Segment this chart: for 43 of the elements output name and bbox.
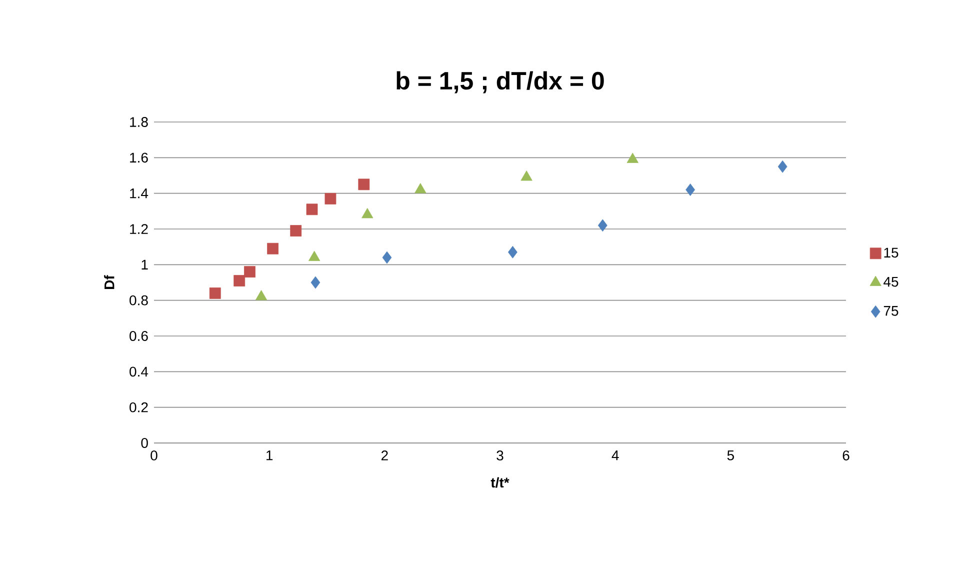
point bbox=[255, 290, 268, 300]
y-tick-label: 0.4 bbox=[130, 366, 148, 377]
legend-label: 15 bbox=[884, 248, 898, 258]
point bbox=[686, 184, 696, 196]
legend-label: 75 bbox=[884, 306, 898, 316]
point bbox=[362, 208, 374, 218]
point bbox=[324, 192, 336, 204]
point bbox=[598, 219, 608, 232]
y-tick-label: 0 bbox=[141, 438, 148, 448]
y-tick-label: 1.2 bbox=[130, 224, 148, 234]
y-tick-label: 1.8 bbox=[130, 117, 148, 127]
point bbox=[244, 266, 256, 278]
legend-label: 45 bbox=[884, 276, 898, 287]
point bbox=[382, 251, 392, 264]
y-tick-label: 1 bbox=[142, 260, 148, 270]
x-tick-label: 0 bbox=[150, 450, 158, 460]
y-tick-label: 0.2 bbox=[130, 402, 148, 412]
point bbox=[310, 276, 320, 289]
point bbox=[520, 170, 532, 181]
y-tick-label: 1.4 bbox=[130, 188, 148, 198]
y-axis-title: Df bbox=[104, 275, 114, 289]
point bbox=[358, 178, 370, 190]
point bbox=[508, 246, 518, 258]
x-tick-label: 3 bbox=[496, 450, 504, 460]
x-tick-label: 6 bbox=[842, 450, 850, 460]
point bbox=[209, 288, 221, 299]
point bbox=[778, 160, 788, 173]
x-tick-label: 4 bbox=[612, 450, 619, 460]
chart-title: b = 1,5 ; dT/dx = 0 bbox=[396, 71, 604, 94]
point bbox=[267, 242, 278, 254]
y-tick-label: 1.6 bbox=[130, 152, 148, 163]
x-tick-label: 2 bbox=[381, 450, 388, 460]
point bbox=[234, 275, 246, 286]
point bbox=[308, 250, 320, 261]
y-tick-label: 0.8 bbox=[130, 295, 148, 306]
y-tick-label: 0.6 bbox=[130, 331, 148, 341]
point bbox=[414, 183, 426, 194]
x-axis-title: t/t* bbox=[490, 477, 510, 488]
point bbox=[306, 204, 318, 216]
point bbox=[290, 225, 302, 236]
point bbox=[626, 152, 638, 163]
x-tick-label: 1 bbox=[266, 450, 273, 460]
x-tick-label: 5 bbox=[727, 450, 734, 460]
